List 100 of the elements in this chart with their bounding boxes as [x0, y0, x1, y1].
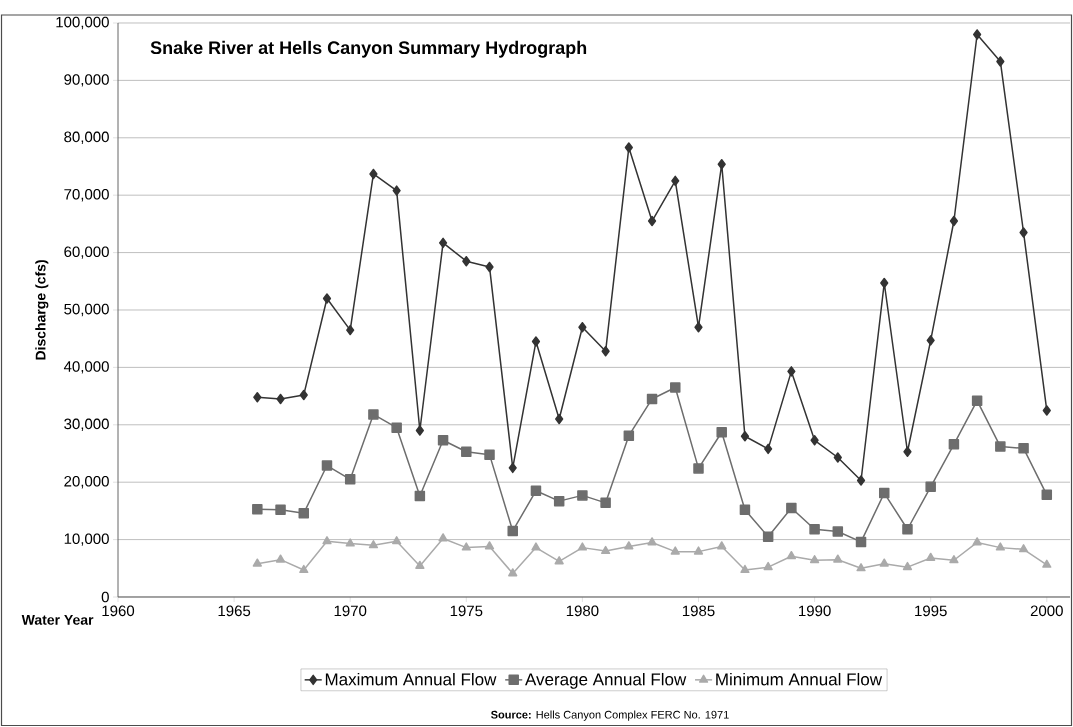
point — [832, 526, 844, 537]
point — [276, 393, 285, 405]
y-tick-label: 90,000 — [64, 74, 109, 87]
point — [833, 554, 843, 563]
point — [809, 555, 820, 564]
legend-label: Average Annual Flow — [525, 672, 687, 689]
point — [555, 413, 564, 425]
legend-label: Maximum Annual Flow — [325, 672, 497, 686]
point — [646, 393, 658, 405]
point — [856, 475, 866, 486]
point — [298, 507, 310, 519]
point — [763, 561, 773, 571]
point — [1042, 405, 1051, 416]
point — [461, 446, 472, 458]
point — [1041, 489, 1053, 501]
x-tick-label: 2000 — [1030, 605, 1063, 617]
y-tick-label: 0 — [101, 591, 109, 603]
y-tick-label: 100,000 — [56, 16, 109, 30]
point — [925, 481, 936, 493]
point — [996, 56, 1005, 67]
point — [833, 452, 842, 463]
point — [253, 391, 262, 403]
point — [344, 474, 356, 485]
point — [252, 503, 263, 515]
point — [647, 537, 657, 546]
point — [1018, 443, 1029, 454]
point — [623, 430, 635, 441]
point — [926, 552, 936, 561]
point — [392, 185, 401, 196]
point — [762, 531, 774, 542]
point — [507, 525, 518, 537]
point — [508, 462, 517, 474]
point — [484, 541, 495, 550]
point — [995, 441, 1006, 452]
point — [346, 324, 355, 336]
point — [693, 546, 704, 555]
point — [809, 524, 820, 535]
point — [391, 536, 402, 545]
y-tick-label: 30,000 — [64, 418, 109, 431]
point — [971, 395, 983, 406]
point — [391, 422, 402, 433]
point — [786, 502, 797, 514]
point — [600, 497, 611, 509]
point — [369, 168, 378, 180]
point — [739, 504, 751, 515]
legend-label: Minimum Annual Flow — [716, 672, 883, 686]
point — [484, 449, 495, 460]
y-tick-label: 50,000 — [64, 303, 109, 317]
y-tick-label: 60,000 — [64, 246, 109, 259]
point — [716, 427, 727, 438]
point — [973, 29, 982, 40]
point — [577, 490, 588, 501]
point — [485, 261, 494, 273]
point — [787, 366, 796, 377]
point — [578, 321, 587, 333]
point — [531, 542, 541, 551]
point — [624, 541, 634, 550]
point — [948, 439, 960, 450]
point — [415, 425, 424, 436]
y-tick-label: 70,000 — [64, 188, 109, 202]
point — [438, 237, 448, 249]
point — [879, 487, 890, 499]
point — [275, 554, 286, 563]
point — [508, 568, 518, 577]
y-tick-label: 10,000 — [64, 533, 109, 546]
y-tick-label: 40,000 — [63, 361, 109, 374]
point — [321, 460, 333, 471]
x-tick-label: 1960 — [102, 605, 135, 617]
x-tick-label: 1990 — [799, 605, 831, 617]
point — [554, 556, 564, 565]
point — [345, 538, 355, 547]
point — [647, 215, 657, 227]
point — [671, 175, 680, 187]
x-tick-label: 1985 — [682, 605, 715, 617]
point — [879, 558, 889, 567]
point — [717, 158, 726, 170]
point — [786, 550, 797, 560]
point — [1018, 544, 1029, 553]
point — [530, 485, 542, 497]
point — [601, 346, 610, 357]
point — [902, 524, 913, 535]
point — [880, 277, 889, 289]
point — [949, 555, 959, 564]
point — [624, 142, 633, 153]
point — [252, 558, 262, 567]
point — [553, 495, 565, 507]
point — [414, 490, 426, 502]
point — [461, 542, 471, 551]
point — [694, 321, 703, 333]
point — [926, 335, 935, 346]
point — [740, 564, 750, 574]
point — [949, 215, 959, 227]
point — [600, 545, 611, 555]
point — [531, 336, 541, 347]
point — [415, 560, 425, 569]
point — [299, 389, 308, 401]
x-tick-label: 1995 — [915, 605, 947, 617]
y-axis-title: Discharge (cfs) — [35, 260, 49, 360]
point — [275, 504, 286, 515]
point — [368, 409, 379, 420]
